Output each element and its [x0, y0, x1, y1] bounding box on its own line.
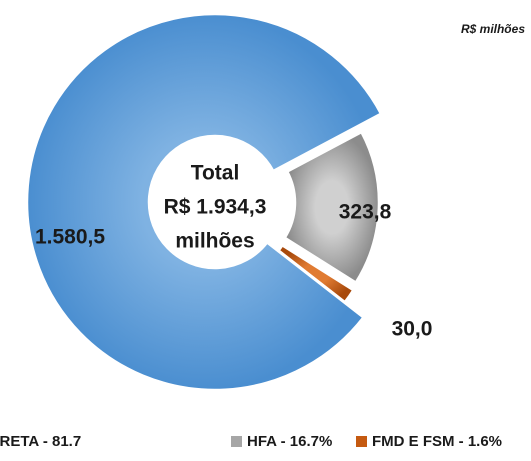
legend-label: HFA - 16.7%	[247, 433, 332, 450]
value-label: 1.580,5	[35, 226, 105, 249]
slice	[283, 130, 381, 285]
center-text: Total	[191, 162, 240, 185]
center-text: milhões	[175, 230, 254, 253]
unit-note: R$ milhões	[461, 22, 525, 36]
center-text: R$ 1.934,3	[164, 196, 267, 219]
value-label: 323,8	[339, 201, 392, 224]
legend-label: FMD E FSM - 1.6%	[372, 433, 502, 450]
value-label: 30,0	[392, 318, 433, 341]
legend-label: ADM. DIRETA - 81.7	[0, 433, 81, 450]
slice	[25, 12, 383, 392]
legend-swatch	[231, 436, 242, 447]
legend-swatch	[356, 436, 367, 447]
